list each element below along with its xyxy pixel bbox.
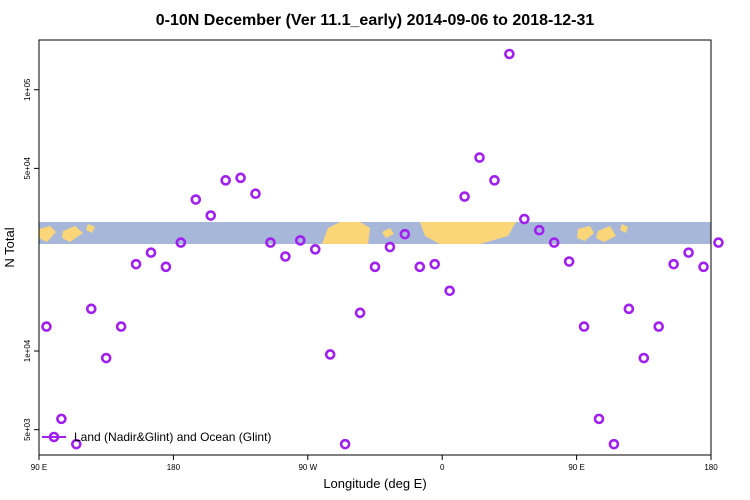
data-point (280, 251, 291, 262)
data-points (41, 48, 724, 450)
land-shape (420, 222, 516, 244)
data-point (504, 48, 515, 60)
x-tick-label: 90 E (31, 463, 47, 472)
x-tick-label: 180 (704, 463, 718, 472)
data-point (56, 413, 67, 425)
data-point (519, 213, 530, 225)
land-shape (577, 226, 594, 241)
x-tick-label: 90 E (568, 463, 584, 472)
x-tick-label: 0 (440, 463, 445, 472)
data-point (190, 194, 202, 205)
data-point (429, 258, 441, 270)
data-point (324, 349, 336, 360)
data-point (533, 224, 545, 236)
data-point (593, 413, 605, 425)
data-point (309, 244, 321, 255)
data-point (623, 303, 635, 315)
data-point (175, 237, 187, 248)
data-point (713, 237, 724, 248)
data-point (369, 261, 381, 273)
x-tick-label: 180 (167, 463, 181, 472)
data-point (578, 321, 590, 332)
land-shape (86, 224, 95, 233)
land-shape (62, 226, 83, 242)
data-point (41, 321, 52, 332)
data-point (474, 152, 485, 163)
data-point (145, 247, 157, 258)
y-axis-label: N Total (2, 227, 17, 267)
x-axis-label: Longitude (deg E) (323, 476, 426, 491)
data-point (384, 241, 396, 253)
data-point (71, 438, 82, 450)
data-point (414, 261, 426, 273)
data-point (608, 438, 620, 450)
land-shape (382, 228, 394, 238)
data-point (399, 228, 411, 240)
chart-title: 0-10N December (Ver 11.1_early) 2014-09-… (156, 12, 595, 29)
y-tick-label: 5e+04 (23, 157, 32, 180)
legend: Land (Nadir&Glint) and Ocean (Glint) (42, 430, 271, 444)
data-point (668, 258, 679, 270)
data-point (250, 188, 261, 200)
data-point (205, 210, 217, 221)
data-point (265, 237, 276, 248)
data-point (220, 175, 231, 186)
data-point (295, 235, 306, 246)
x-axis: 90 E 180 90 W 0 90 E 180 (31, 455, 718, 472)
land-shape (596, 226, 616, 242)
y-axis: 5e+03 1e+04 5e+04 1e+05 (23, 78, 39, 441)
y-tick-label: 1e+05 (23, 78, 32, 101)
x-tick-label: 90 W (298, 463, 317, 472)
legend-label: Land (Nadir&Glint) and Ocean (Glint) (74, 430, 271, 444)
land-shape (620, 224, 628, 233)
y-tick-label: 5e+03 (23, 418, 32, 441)
data-point (235, 172, 246, 184)
data-point (638, 352, 650, 364)
data-point (548, 237, 560, 248)
data-point (683, 247, 694, 258)
data-point (115, 321, 127, 332)
legend-marker (48, 431, 60, 443)
data-point (85, 303, 97, 315)
data-point (459, 191, 470, 202)
data-point (444, 285, 455, 297)
data-point (354, 307, 366, 319)
data-point (160, 261, 172, 273)
data-point (130, 258, 142, 270)
land-shape (39, 226, 56, 242)
data-point (489, 175, 500, 186)
land-shape (322, 222, 370, 244)
data-point (563, 256, 575, 267)
y-tick-label: 1e+04 (23, 339, 32, 362)
data-point (653, 321, 665, 332)
plot-frame (38, 39, 712, 456)
data-point (698, 261, 709, 273)
data-point (100, 352, 112, 364)
map-band (39, 222, 711, 244)
data-point (339, 438, 351, 450)
